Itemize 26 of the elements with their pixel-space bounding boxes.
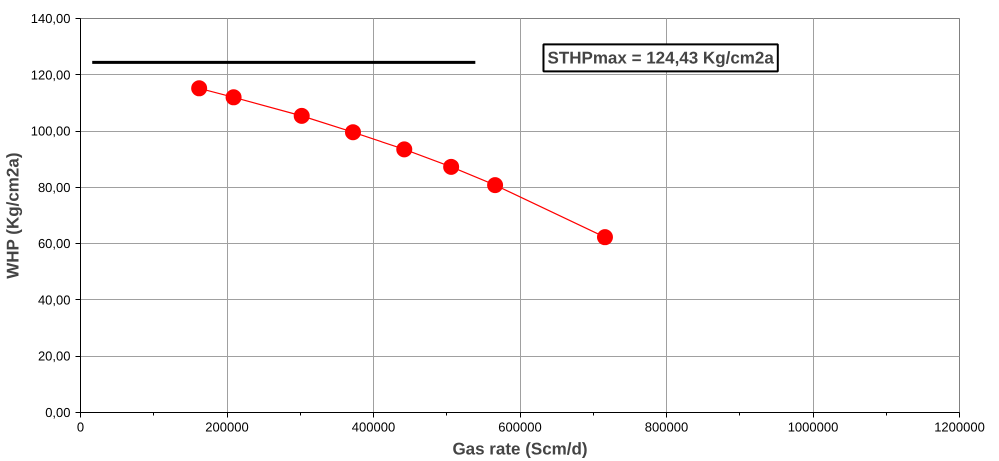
- x-tick-label: 1000000: [788, 420, 838, 434]
- point: [487, 177, 504, 194]
- point: [443, 158, 460, 175]
- annotation: STHPmax = 124,43 Kg/cm2a: [547, 48, 774, 68]
- x-tick-label: 400000: [352, 420, 396, 434]
- y-tick-label: 40,00: [38, 292, 71, 308]
- y-tick-label: 60,00: [38, 236, 71, 252]
- y-tick-label: 140,00: [30, 11, 71, 26]
- y-axis-title: WHP (Kg/cm2a): [4, 152, 23, 279]
- y-tick-label: 80,00: [38, 180, 71, 195]
- y-tick-label: 100,00: [30, 124, 71, 139]
- y-tick-label: 20,00: [38, 348, 71, 364]
- point: [396, 141, 412, 158]
- x-tick-label: 200000: [205, 420, 249, 434]
- point: [294, 108, 310, 124]
- point: [191, 80, 208, 96]
- x-tick-label: 600000: [498, 420, 542, 434]
- x-tick-label: 1200000: [934, 420, 985, 434]
- x-axis-title: Gas rate (Scm/d): [452, 440, 588, 458]
- x-tick-label: 0: [76, 420, 84, 434]
- x-tick-label: 800000: [644, 420, 688, 434]
- y-tick-label: 0,00: [45, 405, 71, 420]
- y-tick-label: 120,00: [30, 67, 71, 82]
- point: [344, 124, 361, 140]
- point: [596, 229, 613, 246]
- point: [226, 89, 242, 106]
